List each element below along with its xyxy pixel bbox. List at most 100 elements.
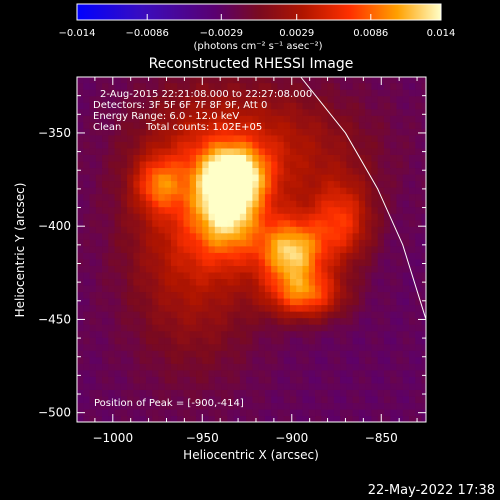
heatmap-cell xyxy=(352,363,360,371)
heatmap-cell xyxy=(202,95,210,103)
heatmap-cell xyxy=(327,82,335,90)
heatmap-cell xyxy=(102,239,109,247)
heatmap-cell xyxy=(233,77,241,84)
heatmap-cell xyxy=(83,147,91,155)
heatmap-cell xyxy=(95,121,103,129)
heatmap-cell xyxy=(277,271,285,280)
heatmap-cell xyxy=(315,284,322,293)
heatmap-cell xyxy=(139,350,147,358)
heatmap-cell xyxy=(196,206,203,214)
heatmap-cell xyxy=(333,160,341,169)
heatmap-cell xyxy=(108,187,116,195)
heatmap-cell xyxy=(227,291,235,299)
heatmap-cell xyxy=(89,219,97,227)
heatmap-cell xyxy=(327,304,335,312)
heatmap-cell xyxy=(246,363,253,371)
heatmap-cell xyxy=(277,108,285,116)
heatmap-cell xyxy=(402,265,410,273)
heatmap-cell xyxy=(239,382,247,390)
heatmap-cell xyxy=(152,337,160,345)
heatmap-cell xyxy=(170,311,178,319)
heatmap-cell xyxy=(152,291,160,299)
heatmap-cell xyxy=(227,108,235,116)
heatmap-cell xyxy=(377,128,385,136)
heatmap-cell xyxy=(139,408,147,417)
heatmap-cell xyxy=(196,154,203,162)
heatmap-cell xyxy=(383,95,391,103)
heatmap-cell xyxy=(177,187,185,195)
heatmap-cell xyxy=(296,382,304,390)
heatmap-cell xyxy=(83,265,91,273)
heatmap-cell xyxy=(214,219,222,227)
heatmap-cell xyxy=(145,173,153,182)
heatmap-cell xyxy=(308,219,316,227)
heatmap-cell xyxy=(409,297,416,306)
heatmap-cell xyxy=(108,291,116,299)
heatmap-cell xyxy=(346,363,354,371)
heatmap-cell xyxy=(145,265,153,273)
heatmap-cell xyxy=(365,258,373,266)
heatmap-cell xyxy=(302,245,310,253)
heatmap-cell xyxy=(77,324,84,332)
heatmap-cell xyxy=(252,324,260,332)
heatmap-cell xyxy=(327,128,335,136)
heatmap-cell xyxy=(208,160,216,169)
heatmap-cell xyxy=(371,121,379,129)
heatmap-cell xyxy=(264,213,272,221)
heatmap-cell xyxy=(315,324,322,332)
heatmap-cell xyxy=(120,311,128,319)
heatmap-cell xyxy=(358,265,366,273)
heatmap-cell xyxy=(352,180,360,188)
heatmap-cell xyxy=(321,265,329,273)
heatmap-cell xyxy=(315,219,322,227)
heatmap-cell xyxy=(371,82,379,90)
heatmap-cell xyxy=(409,382,416,390)
heatmap-cell xyxy=(371,219,379,227)
heatmap-cell xyxy=(409,369,416,377)
heatmap-cell xyxy=(346,389,354,397)
heatmap-cell xyxy=(396,278,404,286)
heatmap-cell xyxy=(358,160,366,169)
heatmap-cell xyxy=(390,128,398,136)
heatmap-cell xyxy=(283,376,291,384)
heatmap-cell xyxy=(221,219,228,227)
heatmap-cell xyxy=(396,265,404,273)
heatmap-cell xyxy=(321,395,329,404)
heatmap-cell xyxy=(415,180,423,188)
heatmap-cell xyxy=(202,311,210,319)
heatmap-cell xyxy=(365,356,373,364)
heatmap-cell xyxy=(402,376,410,384)
heatmap-cell xyxy=(214,278,222,286)
heatmap-cell xyxy=(83,356,91,364)
heatmap-cell xyxy=(170,167,178,175)
heatmap-cell xyxy=(89,402,97,410)
heatmap-cell xyxy=(315,173,322,182)
heatmap-cell xyxy=(358,402,366,410)
heatmap-cell xyxy=(358,200,366,208)
heatmap-cell xyxy=(371,258,379,266)
heatmap-cell xyxy=(221,77,228,84)
heatmap-cell xyxy=(258,141,266,149)
heatmap-cell xyxy=(127,330,134,338)
heatmap-cell xyxy=(120,258,128,266)
heatmap-cell xyxy=(409,167,416,175)
heatmap-cell xyxy=(227,82,235,90)
heatmap-cell xyxy=(227,95,235,103)
heatmap-cell xyxy=(365,193,373,201)
heatmap-cell xyxy=(246,193,253,201)
heatmap-cell xyxy=(221,317,228,325)
heatmap-cell xyxy=(214,350,222,358)
heatmap-cell xyxy=(358,121,366,129)
heatmap-cell xyxy=(302,108,310,116)
heatmap-cell xyxy=(409,284,416,293)
heatmap-cell xyxy=(139,200,147,208)
heatmap-cell xyxy=(114,278,122,286)
heatmap-cell xyxy=(289,337,297,345)
heatmap-cell xyxy=(145,89,153,97)
heatmap-cell xyxy=(145,167,153,175)
heatmap-cell xyxy=(208,154,216,162)
heatmap-cell xyxy=(108,147,116,155)
heatmap-cell xyxy=(214,160,222,169)
heatmap-cell xyxy=(421,180,426,188)
heatmap-cell xyxy=(214,324,222,332)
